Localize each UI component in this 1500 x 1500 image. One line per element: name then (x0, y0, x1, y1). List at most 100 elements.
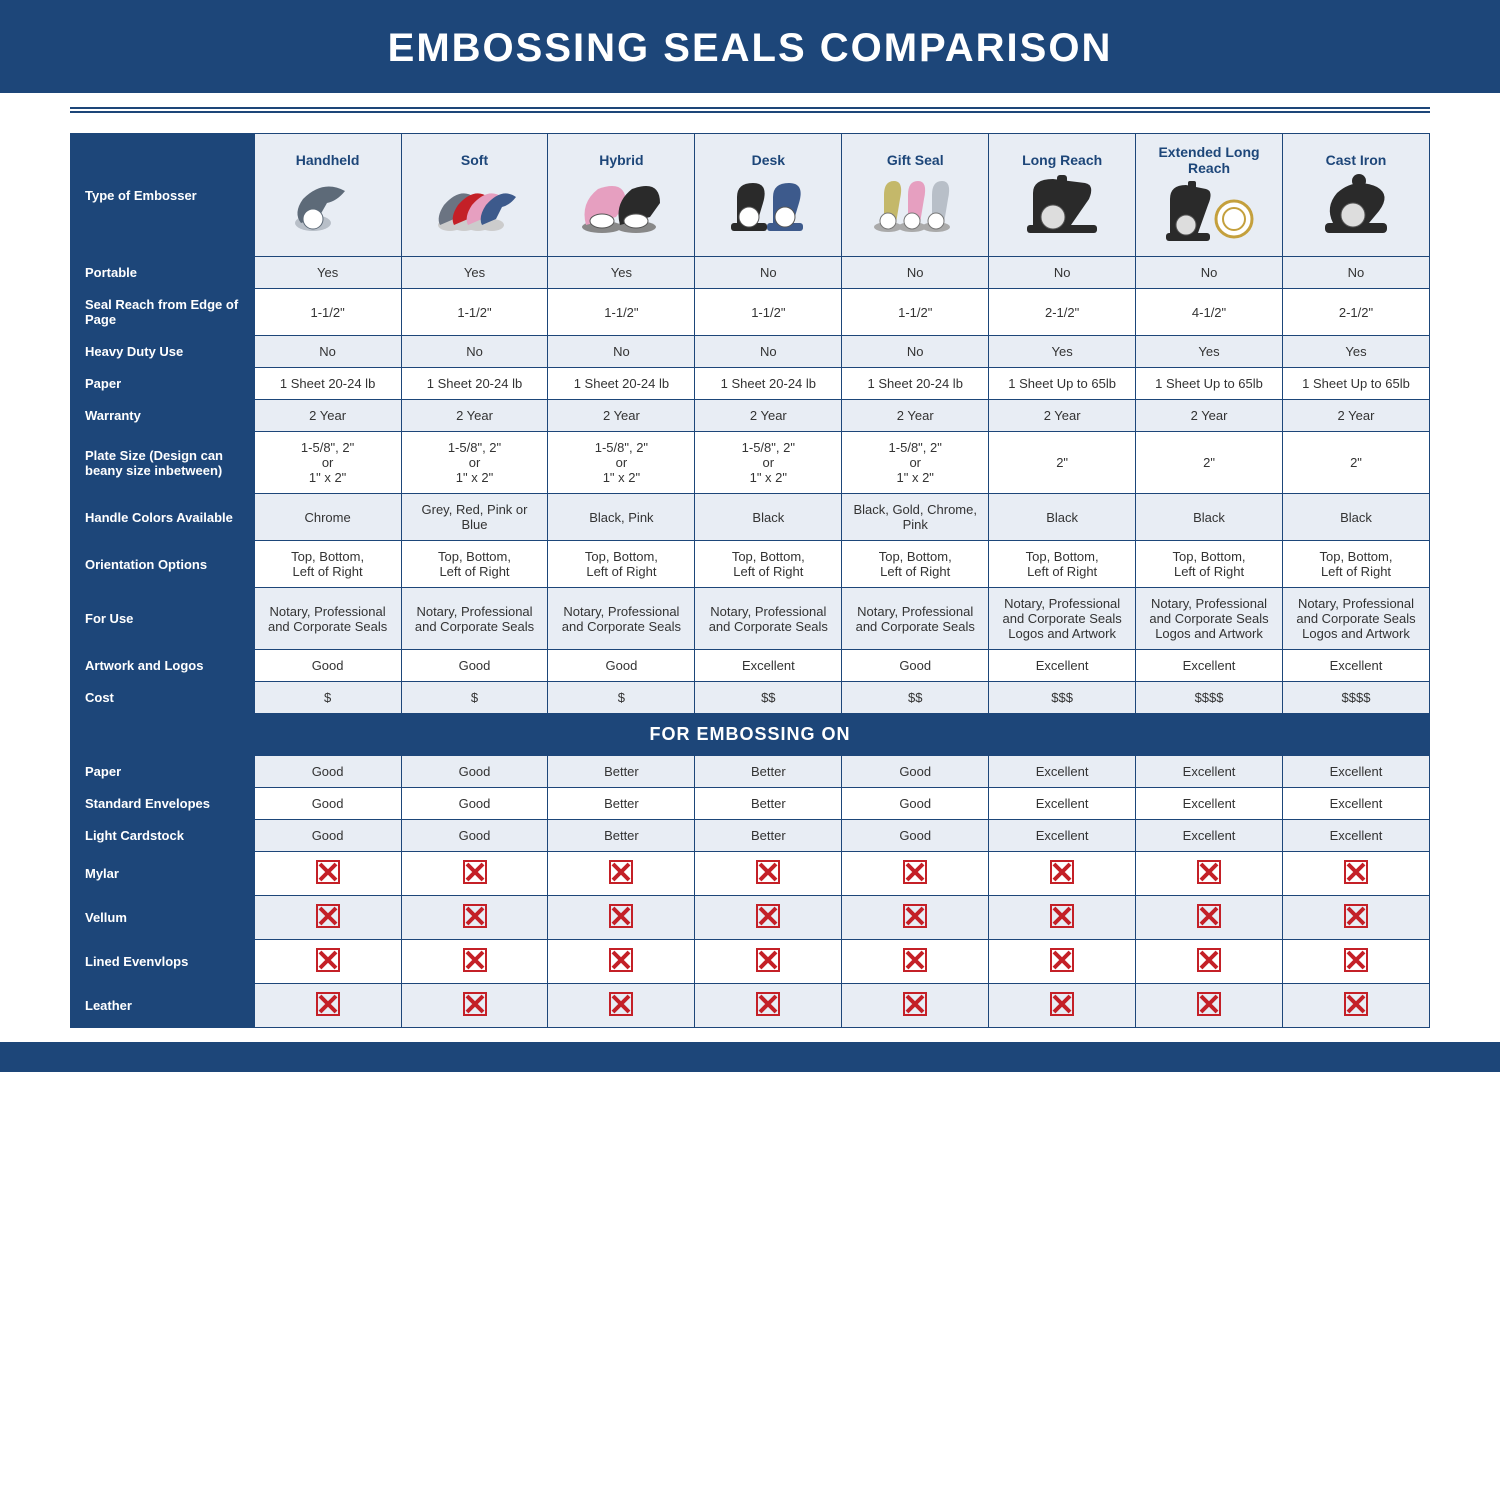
col-header-label: Long Reach (995, 152, 1129, 168)
table-cell: Good (254, 756, 401, 788)
table-cell (1282, 896, 1429, 940)
table-row: Seal Reach from Edge of Page1-1/2"1-1/2"… (71, 289, 1430, 336)
table-cell (401, 852, 548, 896)
table-cell (1282, 984, 1429, 1028)
table-cell (989, 896, 1136, 940)
table-cell: 2" (989, 432, 1136, 494)
row-label: Portable (71, 257, 255, 289)
table-cell: Good (254, 650, 401, 682)
table-cell: 1 Sheet 20-24 lb (548, 368, 695, 400)
table-cell: Yes (1282, 336, 1429, 368)
table-cell: Excellent (989, 820, 1136, 852)
table-cell: Notary, Professional and Corporate Seals… (1136, 588, 1283, 650)
table-cell (695, 940, 842, 984)
col-header-long-reach: Long Reach (989, 134, 1136, 257)
table-cell: 2 Year (548, 400, 695, 432)
table-cell: 1-5/8", 2"or1" x 2" (254, 432, 401, 494)
col-header-gift-seal: Gift Seal (842, 134, 989, 257)
row-label: Paper (71, 756, 255, 788)
table-cell: Better (548, 756, 695, 788)
table-cell (548, 984, 695, 1028)
table-row: Artwork and LogosGoodGoodGoodExcellentGo… (71, 650, 1430, 682)
table-row: Lined Evenvlops (71, 940, 1430, 984)
table-cell: 1-1/2" (401, 289, 548, 336)
table-cell: Notary, Professional and Corporate Seals… (989, 588, 1136, 650)
table-cell: Good (548, 650, 695, 682)
table-cell: Notary, Professional and Corporate Seals (401, 588, 548, 650)
table-cell (401, 984, 548, 1028)
table-row: Handle Colors AvailableChromeGrey, Red, … (71, 494, 1430, 541)
row-label: Seal Reach from Edge of Page (71, 289, 255, 336)
table-cell: 2 Year (1282, 400, 1429, 432)
table-cell: $$$$ (1136, 682, 1283, 714)
embosser-image-icon (1142, 176, 1276, 250)
row-label: Warranty (71, 400, 255, 432)
table-cell: 4-1/2" (1136, 289, 1283, 336)
table-cell: No (695, 257, 842, 289)
section-header-embossing-on: FOR EMBOSSING ON (71, 714, 1430, 756)
row-label: Plate Size (Design can beany size inbetw… (71, 432, 255, 494)
table-cell: 1-1/2" (254, 289, 401, 336)
table-cell: Notary, Professional and Corporate Seals (548, 588, 695, 650)
table-cell: 1 Sheet 20-24 lb (401, 368, 548, 400)
table-cell: 2" (1282, 432, 1429, 494)
col-header-extended-long-reach: Extended Long Reach (1136, 134, 1283, 257)
table-cell: Excellent (989, 788, 1136, 820)
table-cell (254, 940, 401, 984)
table-cell: Good (842, 820, 989, 852)
table-cell: $ (548, 682, 695, 714)
table-cell: Top, Bottom,Left of Right (695, 541, 842, 588)
table-row: Heavy Duty UseNoNoNoNoNoYesYesYes (71, 336, 1430, 368)
col-header-label: Gift Seal (848, 152, 982, 168)
table-cell (1136, 940, 1283, 984)
row-label: Lined Evenvlops (71, 940, 255, 984)
col-header-label: Handheld (261, 152, 395, 168)
table-cell (842, 984, 989, 1028)
table-row: Mylar (71, 852, 1430, 896)
table-cell: Top, Bottom,Left of Right (254, 541, 401, 588)
table-cell: 2 Year (254, 400, 401, 432)
table-row: Plate Size (Design can beany size inbetw… (71, 432, 1430, 494)
table-cell: Better (695, 756, 842, 788)
table-cell: Better (695, 788, 842, 820)
table-cell: Good (254, 820, 401, 852)
col-header-hybrid: Hybrid (548, 134, 695, 257)
table-cell (401, 896, 548, 940)
row-label: For Use (71, 588, 255, 650)
table-cell: 2" (1136, 432, 1283, 494)
embosser-image-icon (848, 168, 982, 242)
table-cell: Good (401, 756, 548, 788)
table-row: Leather (71, 984, 1430, 1028)
table-cell: Yes (548, 257, 695, 289)
table-cell (1136, 984, 1283, 1028)
col-header-label: Hybrid (554, 152, 688, 168)
table-cell: $$ (695, 682, 842, 714)
table-cell (695, 852, 842, 896)
table-cell: Excellent (1282, 650, 1429, 682)
embosser-image-icon (701, 168, 835, 242)
table-cell (401, 940, 548, 984)
table-row: For Use Notary, Professional and Corporat… (71, 588, 1430, 650)
table-cell: Top, Bottom,Left of Right (989, 541, 1136, 588)
table-cell: $ (401, 682, 548, 714)
table-row: Vellum (71, 896, 1430, 940)
row-label: Heavy Duty Use (71, 336, 255, 368)
table-cell: No (695, 336, 842, 368)
table-cell: Excellent (1282, 756, 1429, 788)
table-cell: Excellent (1136, 788, 1283, 820)
table-cell: Black (695, 494, 842, 541)
comparison-table: Type of Embosser Handheld Soft Hybrid (70, 133, 1430, 1028)
table-cell: 2 Year (989, 400, 1136, 432)
table-cell: Good (842, 650, 989, 682)
table-cell: Excellent (1136, 650, 1283, 682)
table-cell: Yes (254, 257, 401, 289)
table-cell: Top, Bottom,Left of Right (1282, 541, 1429, 588)
embosser-image-icon (554, 168, 688, 242)
table-cell: No (842, 336, 989, 368)
table-cell: Excellent (1282, 788, 1429, 820)
header-divider (70, 107, 1430, 113)
table-cell: 1 Sheet Up to 65lb (1282, 368, 1429, 400)
table-cell (1282, 852, 1429, 896)
table-cell (1136, 896, 1283, 940)
table-cell: No (1282, 257, 1429, 289)
